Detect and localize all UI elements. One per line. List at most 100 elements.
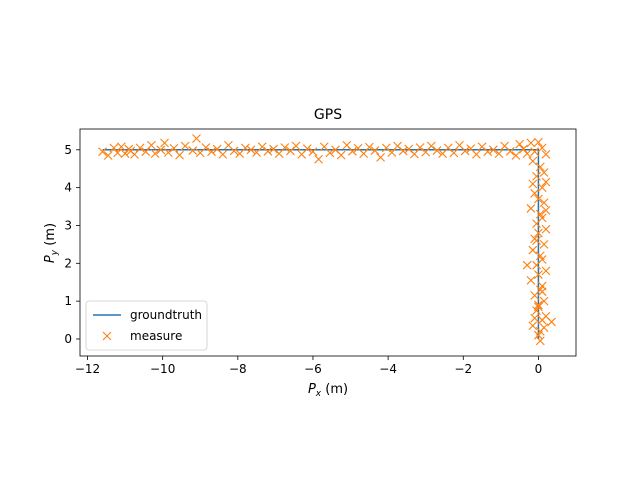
measure-point <box>398 146 408 156</box>
measure-point <box>426 141 436 151</box>
measure-point <box>246 145 256 155</box>
measure-point <box>291 141 301 151</box>
measure-point <box>541 205 551 215</box>
chart-title: GPS <box>314 107 342 123</box>
measure-point <box>528 156 538 166</box>
x-tick-label: −4 <box>379 362 397 376</box>
measure-point <box>541 224 551 234</box>
measure-point <box>116 142 126 152</box>
measure-point <box>201 143 211 152</box>
measure-point <box>532 171 541 181</box>
legend-measure-marker <box>102 331 112 341</box>
measure-point <box>336 150 346 160</box>
x-tick-label: 0 <box>535 362 543 376</box>
measure-point <box>348 146 357 156</box>
y-tick-label: 0 <box>64 332 72 346</box>
measure-point <box>532 219 541 228</box>
measure-point <box>113 148 122 158</box>
measure-point <box>364 142 374 152</box>
measure-point <box>192 134 201 143</box>
measure-point <box>526 275 536 285</box>
y-tick-label: 4 <box>64 181 72 195</box>
y-tick-label: 1 <box>64 294 72 308</box>
x-tick-label: −8 <box>229 362 247 376</box>
measure-point <box>280 143 290 152</box>
measure-point <box>449 148 459 158</box>
legend-groundtruth-label: groundtruth <box>130 308 202 322</box>
measure-point <box>519 144 528 154</box>
measure-point <box>160 138 169 148</box>
measure-point <box>534 137 543 147</box>
measure-point <box>135 143 145 153</box>
measure-point <box>188 146 198 155</box>
measure-point <box>528 245 538 255</box>
measure-point <box>515 139 525 149</box>
measure-point <box>530 291 540 300</box>
measure-point <box>302 144 312 154</box>
measure-point <box>387 148 397 157</box>
measure-point <box>534 194 543 204</box>
measure-point <box>156 145 166 155</box>
measure-point <box>460 146 470 156</box>
measure-point <box>539 240 549 249</box>
measure-point <box>532 260 541 270</box>
measure-point <box>141 147 151 157</box>
measure-point <box>541 149 551 159</box>
measure-point <box>381 143 391 153</box>
measure-point <box>169 143 179 153</box>
x-tick-label: −2 <box>454 362 472 376</box>
measure-point <box>537 287 547 297</box>
measure-point <box>483 147 493 157</box>
measure-point <box>532 236 541 245</box>
measure-point <box>535 162 545 172</box>
measure-point <box>147 140 156 150</box>
y-tick-label: 3 <box>64 218 72 232</box>
measure-point <box>325 148 335 158</box>
measure-point <box>229 146 239 156</box>
measure-point <box>207 147 216 157</box>
measure-point <box>541 177 551 187</box>
measure-point <box>180 141 190 151</box>
measure-point <box>530 147 540 157</box>
measure-point <box>359 149 369 158</box>
measure-point <box>218 149 228 159</box>
x-tick-label: −12 <box>75 362 100 376</box>
measure-point <box>526 204 536 213</box>
measure-point <box>370 146 380 155</box>
measure-point <box>526 138 536 148</box>
measure-point <box>175 150 184 160</box>
measure-point <box>547 317 556 327</box>
y-axis: 0 1 2 3 4 5 <box>64 143 80 346</box>
measure-point <box>130 149 139 159</box>
measure-point <box>314 154 323 164</box>
y-axis-label: Py (m) <box>43 223 60 263</box>
measure-point <box>488 145 498 155</box>
measure-point <box>511 151 521 160</box>
x-axis: −12 −10 −8 −6 −4 −2 0 <box>75 356 542 376</box>
measure-point <box>120 149 130 158</box>
y-tick-label: 5 <box>64 143 72 157</box>
measure-point <box>534 270 543 280</box>
measure-point <box>537 183 547 193</box>
measure-point <box>534 302 543 312</box>
measure-point <box>410 149 419 159</box>
x-axis-label: Px (m) <box>308 382 348 399</box>
measure-point <box>528 321 538 331</box>
legend: groundtruth measure <box>85 300 208 351</box>
measure-point <box>534 228 543 238</box>
measure-point <box>415 143 425 152</box>
measure-point <box>522 149 532 158</box>
measure-point <box>150 149 160 158</box>
measure-point <box>472 149 481 159</box>
measure-point <box>535 336 545 346</box>
measure-point <box>432 146 442 155</box>
axes-frame <box>79 128 577 357</box>
measure-point <box>530 188 540 198</box>
measure-point <box>505 146 515 156</box>
measure-point <box>257 142 267 152</box>
measure-point <box>541 266 551 276</box>
measure-layer <box>98 134 556 346</box>
measure-point <box>98 147 107 157</box>
